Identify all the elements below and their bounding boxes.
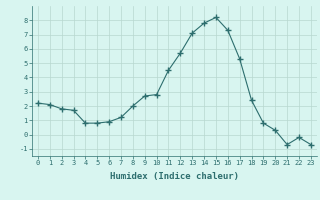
X-axis label: Humidex (Indice chaleur): Humidex (Indice chaleur) [110, 172, 239, 181]
